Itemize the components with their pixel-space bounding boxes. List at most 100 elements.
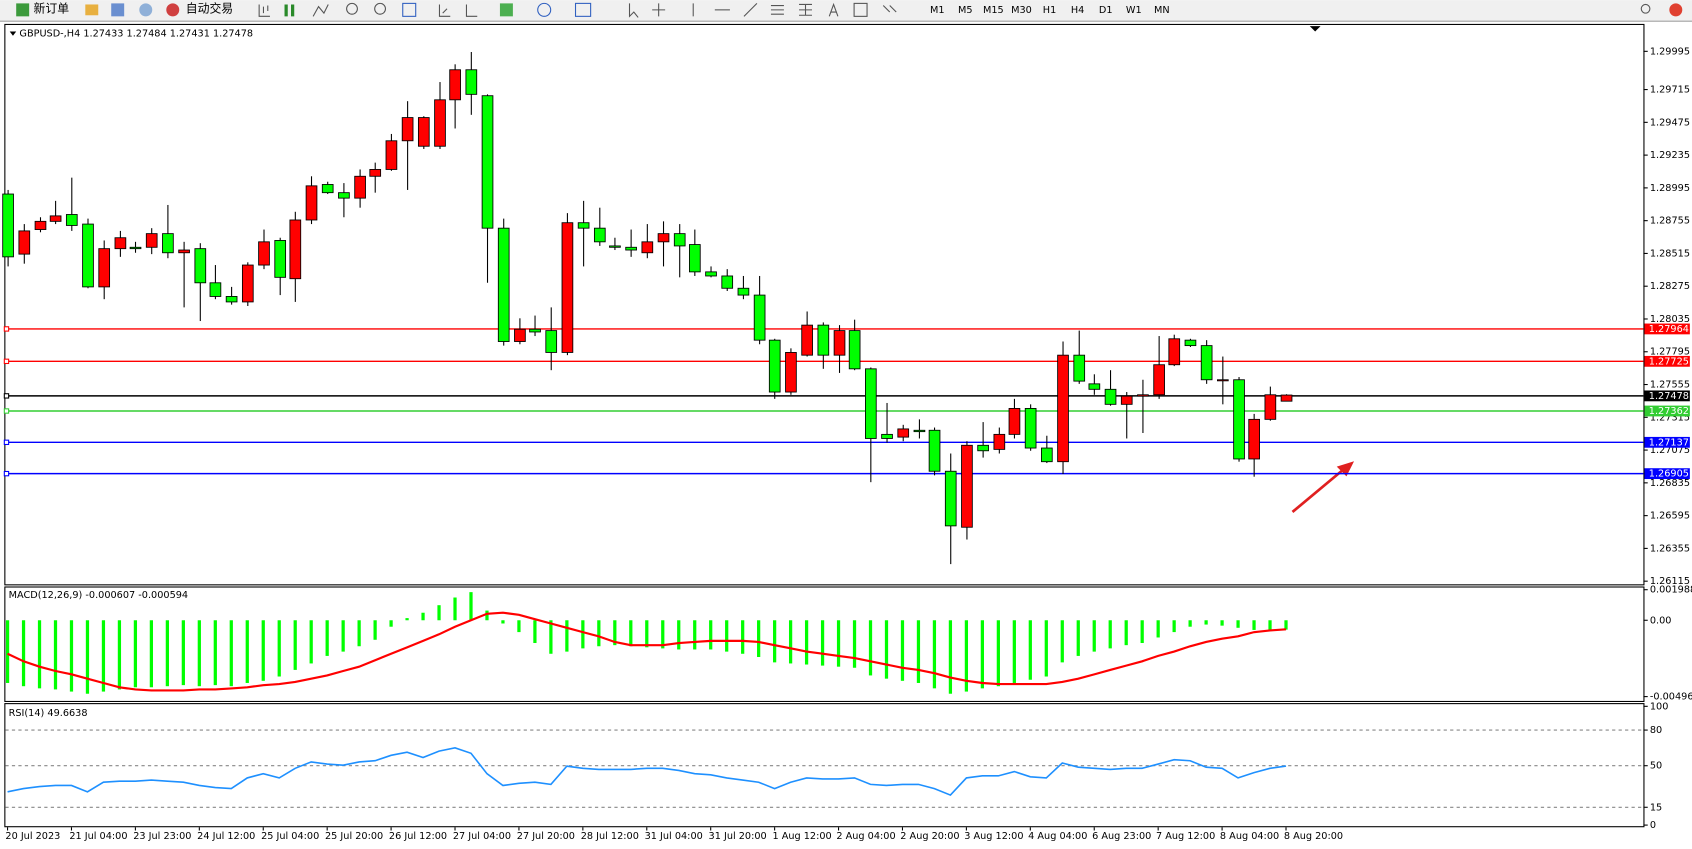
fibo[interactable] (799, 3, 812, 16)
macd-bar (773, 620, 777, 663)
label-tool[interactable] (853, 2, 868, 17)
macd-bar (5, 620, 10, 683)
candle-body (1024, 407, 1037, 449)
crosshair[interactable] (652, 3, 666, 17)
macd-bar (1252, 620, 1256, 630)
candle-body (82, 223, 94, 288)
macd-bar (69, 620, 74, 692)
macd-bar (1236, 620, 1240, 628)
macd-bar (1060, 620, 1064, 663)
cursor[interactable] (628, 3, 639, 18)
macd-bar (900, 620, 905, 681)
icon[interactable] (85, 4, 99, 16)
candle-body (65, 214, 78, 226)
price-label: 1.26905 (1649, 469, 1689, 480)
icon[interactable] (312, 4, 329, 17)
y-tick-label: 1.29995 (1650, 46, 1690, 57)
candle-body (514, 328, 526, 342)
x-tick-label: 2 Aug 20:00 (900, 831, 959, 842)
line-anchor (3, 326, 10, 332)
macd-bar (820, 620, 825, 666)
candle-body (1168, 338, 1181, 366)
trendline[interactable] (743, 3, 758, 17)
templates[interactable] (574, 2, 592, 17)
timeframe-button[interactable]: D1 (1099, 5, 1113, 16)
timeframe-button[interactable]: W1 (1126, 5, 1142, 16)
text-tool[interactable] (828, 2, 839, 17)
icon[interactable] (438, 4, 451, 17)
macd-bar (788, 620, 793, 664)
macd-bar (725, 620, 729, 652)
macd-bar (373, 620, 377, 640)
y-tick-label: 15 (1650, 802, 1662, 813)
y-tick-label: 0.001988 (1650, 585, 1692, 596)
macd-bar (133, 620, 138, 688)
x-tick-label: 23 Jul 23:00 (133, 831, 191, 842)
macd-bar (677, 620, 681, 650)
icon[interactable] (284, 4, 295, 17)
candle-body (928, 429, 941, 472)
candle-body (49, 215, 62, 222)
timeframe-button[interactable]: M5 (958, 5, 973, 16)
candle-body (737, 287, 750, 296)
new-order-icon[interactable] (16, 3, 30, 17)
candle-body (465, 69, 478, 95)
candle-body (417, 117, 430, 147)
macd-bar (709, 620, 713, 650)
macd-bar (85, 620, 90, 694)
price-label-box (1644, 390, 1690, 402)
line-anchor (3, 470, 10, 477)
periods[interactable] (537, 2, 552, 17)
timeframe-button[interactable]: M1 (930, 5, 945, 16)
candle-body (768, 339, 781, 393)
macd-bar (101, 620, 106, 692)
timeframe-button[interactable]: MN (1154, 5, 1170, 16)
y-tick-label: -0.004967 (1650, 692, 1692, 703)
timeframe-button[interactable]: M30 (1011, 5, 1032, 16)
y-tick-label: 100 (1650, 701, 1669, 712)
macd-bar (261, 620, 265, 681)
autotrade-button[interactable]: 自动交易 (186, 1, 233, 15)
icon[interactable] (402, 2, 417, 17)
candle-body (401, 117, 414, 142)
price-label: 1.27964 (1649, 324, 1689, 335)
x-tick-label: 4 Aug 04:00 (1028, 831, 1087, 842)
macd-bar (996, 620, 1000, 687)
candle-body (1200, 345, 1213, 381)
x-tick-label: 27 Jul 04:00 (453, 831, 511, 842)
macd-bar (1156, 620, 1160, 638)
candle-body (545, 330, 558, 353)
macd-bar (181, 620, 185, 686)
x-tick-label: 25 Jul 04:00 (261, 831, 319, 842)
timeframe-button[interactable]: H4 (1071, 5, 1084, 16)
new-order-button[interactable]: 新订单 (33, 1, 69, 15)
channel[interactable] (770, 5, 784, 15)
zoom-in[interactable] (346, 2, 358, 15)
price-label: 1.27478 (1649, 391, 1689, 402)
candle-body (449, 69, 461, 101)
indicators[interactable] (499, 3, 513, 17)
timeframe-button[interactable]: M15 (983, 5, 1004, 16)
arrows-tool[interactable] (882, 5, 897, 13)
icon[interactable] (465, 4, 478, 17)
line-anchor (3, 358, 10, 365)
autotrade-icon[interactable] (166, 3, 180, 17)
candle-body (354, 175, 366, 199)
x-tick-label: 21 Jul 04:00 (69, 831, 127, 842)
y-tick-label: 1.27555 (1650, 380, 1690, 391)
candle-body (481, 95, 494, 229)
macd-panel-frame (4, 586, 1645, 703)
zoom-out[interactable] (374, 2, 387, 15)
macd-title: MACD(12,26,9) -0.000607 -0.000594 (9, 590, 188, 601)
candle-body (305, 185, 318, 221)
timeframe-button[interactable]: H1 (1043, 5, 1056, 16)
search[interactable] (1640, 3, 1651, 14)
macd-bar (948, 620, 953, 694)
icon[interactable] (258, 4, 270, 17)
icon[interactable] (111, 3, 125, 17)
notifications[interactable] (1669, 3, 1683, 17)
icon[interactable] (139, 3, 153, 17)
candle-body (1217, 379, 1229, 382)
